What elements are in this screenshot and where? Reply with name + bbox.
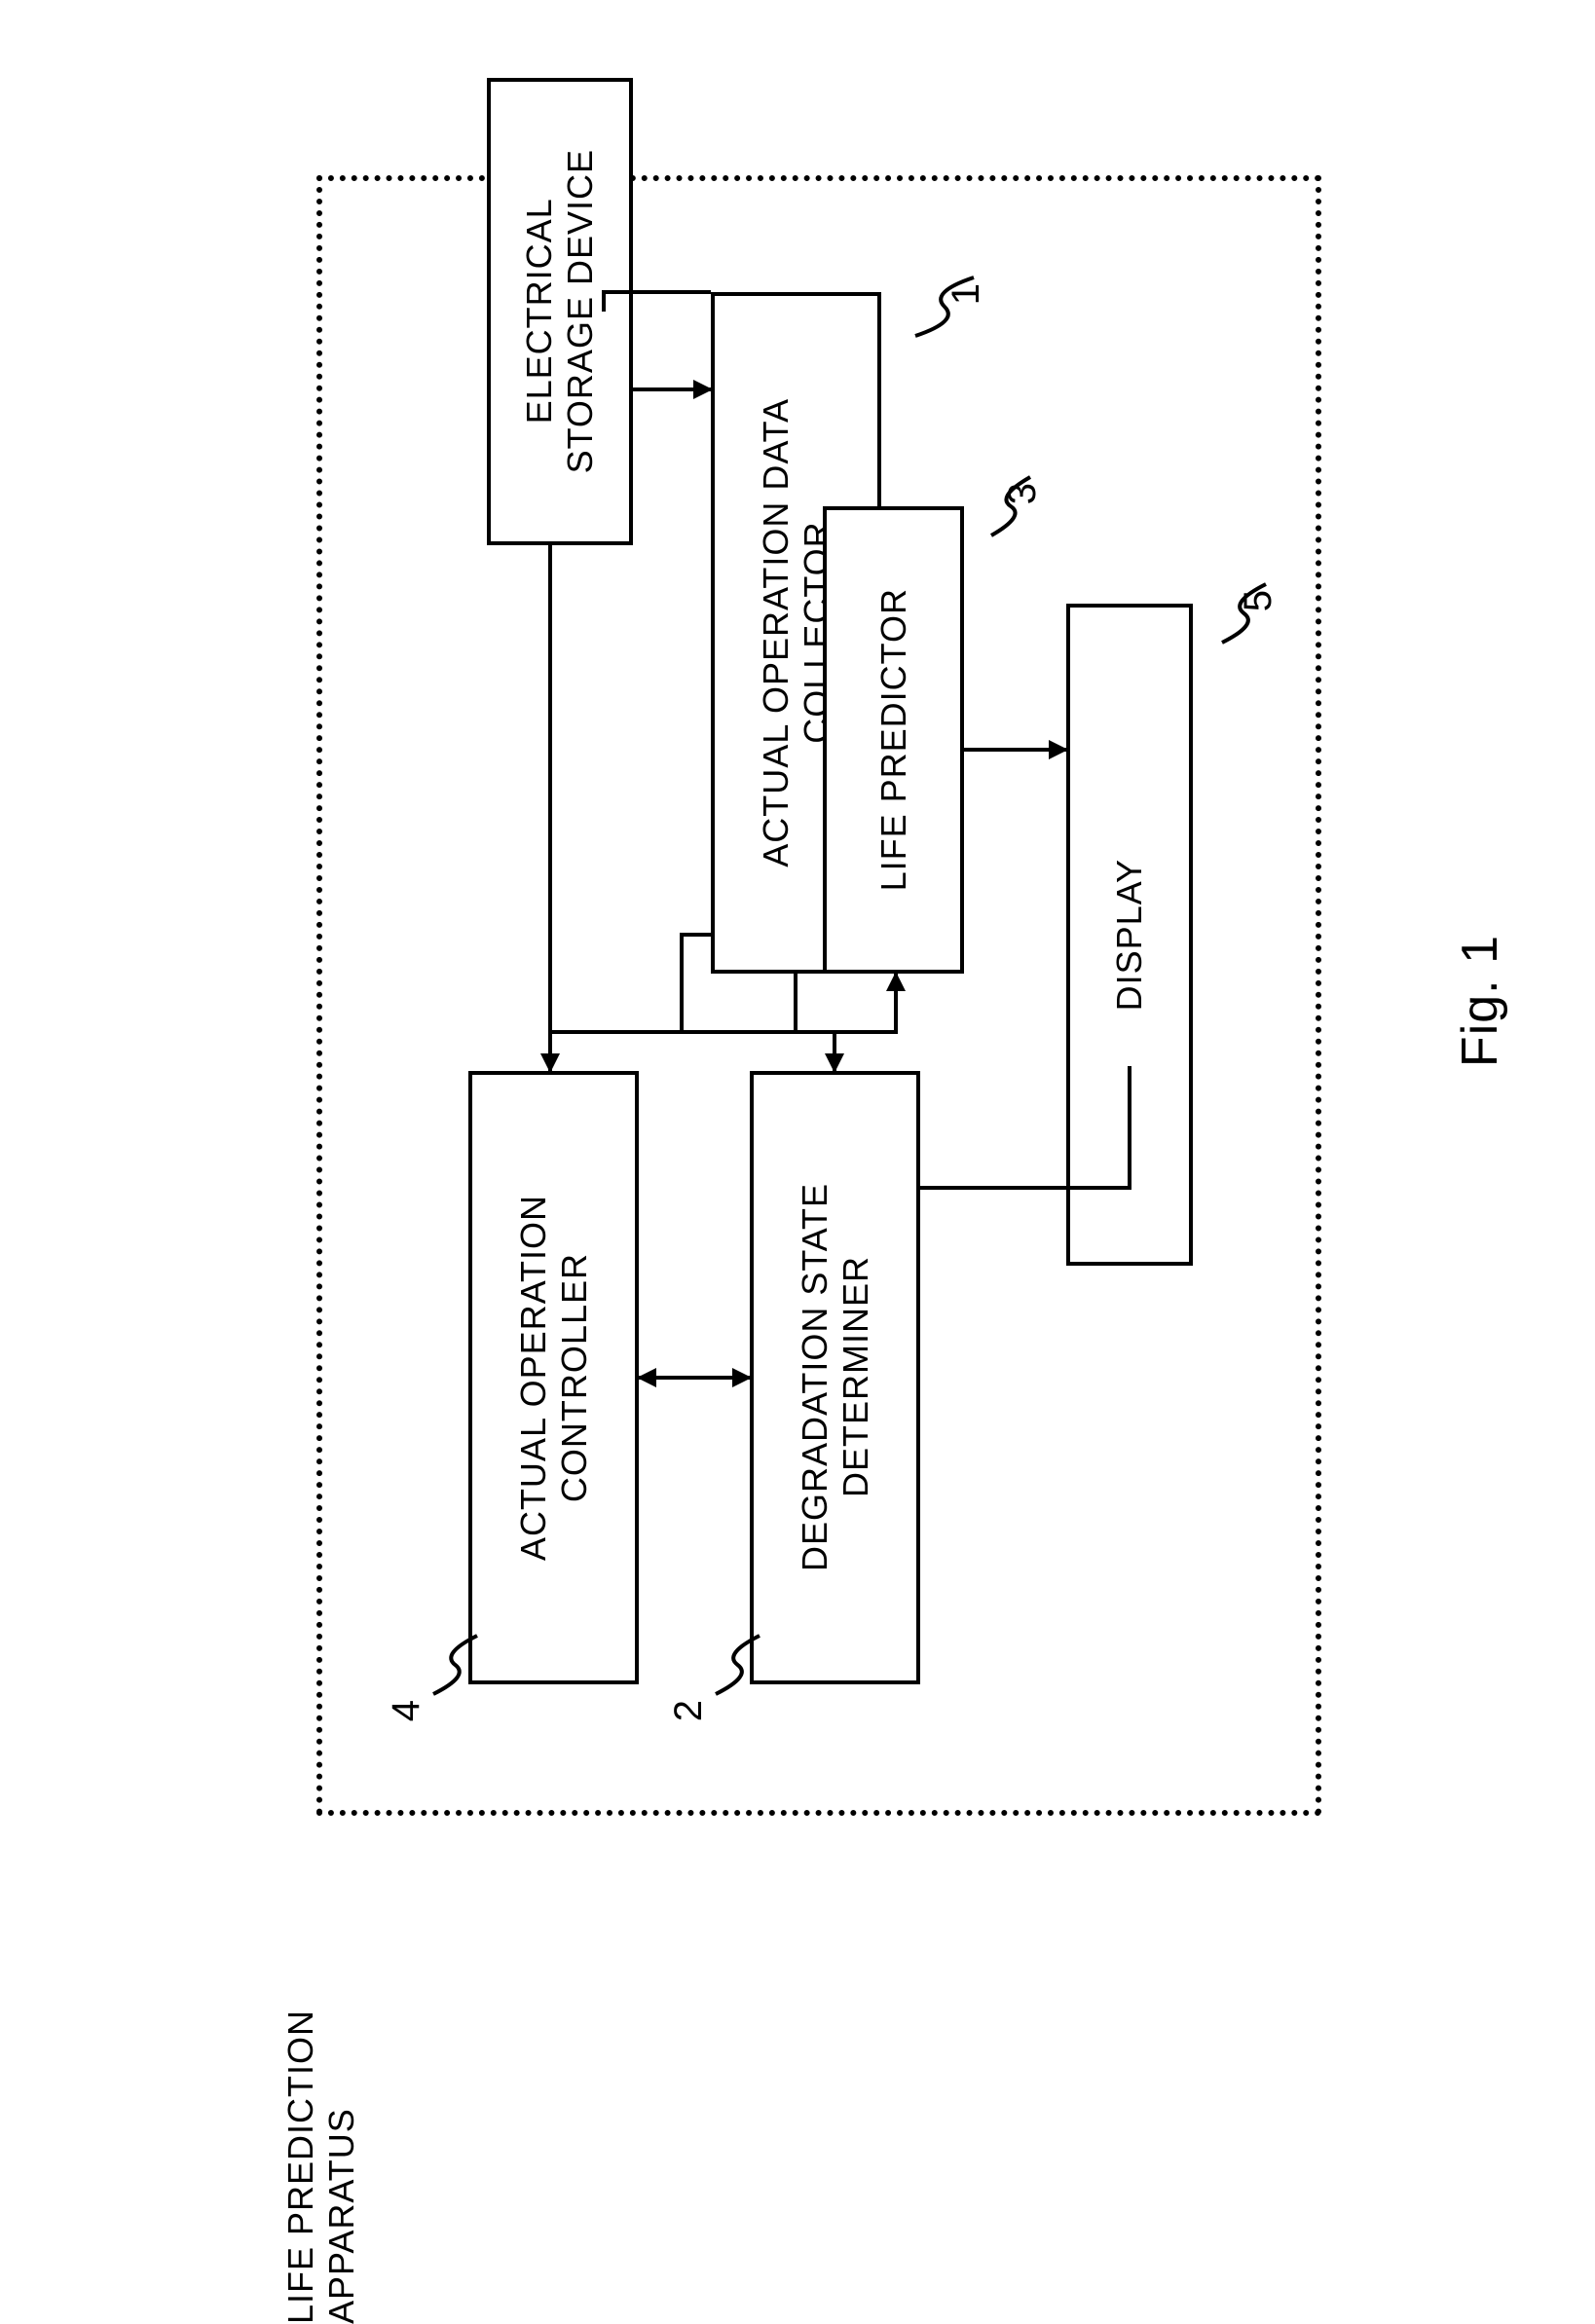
figure-stage: LIFE PREDICTION APPARATUS ELECTRICAL STO… [0, 0, 1595, 2324]
ref-num-5: 5 [1237, 589, 1280, 611]
degradation-determiner-box: DEGRADATION STATE DETERMINER [750, 1071, 920, 1684]
life-predictor-text: LIFE PREDICTOR [873, 588, 914, 891]
ref-num-2: 2 [667, 1699, 711, 1721]
display-box: DISPLAY [1066, 604, 1193, 1266]
apparatus-label: LIFE PREDICTION APPARATUS [280, 1806, 362, 2324]
operation-controller-text: ACTUAL OPERATION CONTROLLER [513, 1195, 595, 1561]
figure-caption: Fig. 1 [1451, 935, 1509, 1067]
ref-num-4: 4 [385, 1699, 428, 1721]
display-text: DISPLAY [1109, 859, 1150, 1011]
ref-num-1: 1 [945, 282, 988, 305]
ref-num-3: 3 [1001, 482, 1045, 504]
electrical-storage-device-text: ELECTRICAL STORAGE DEVICE [519, 149, 601, 473]
degradation-determiner-text: DEGRADATION STATE DETERMINER [795, 1183, 876, 1571]
life-predictor-box: LIFE PREDICTOR [823, 506, 964, 974]
electrical-storage-device-box: ELECTRICAL STORAGE DEVICE [487, 78, 633, 545]
operation-controller-box: ACTUAL OPERATION CONTROLLER [468, 1071, 639, 1684]
